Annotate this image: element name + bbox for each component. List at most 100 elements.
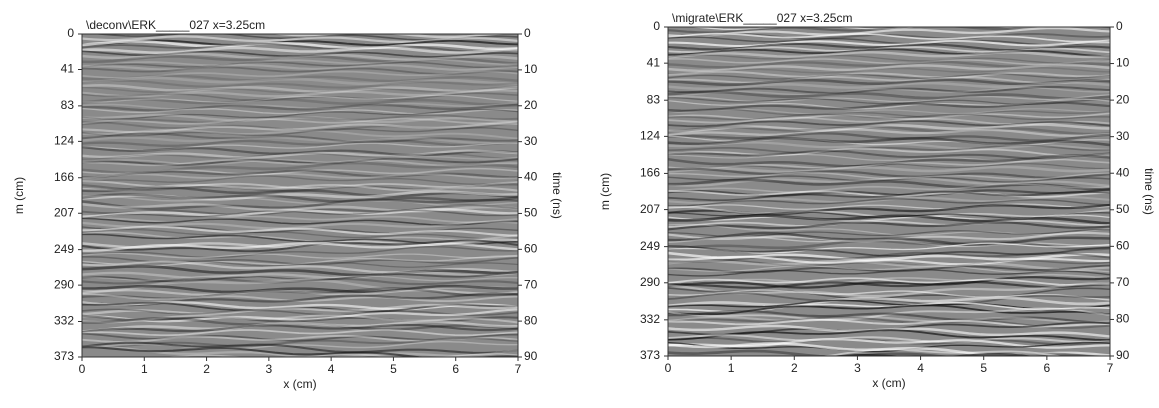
y2-tick-label: 90 <box>524 349 538 363</box>
y-tick-label: 41 <box>61 62 75 76</box>
image-stripe <box>668 255 1110 266</box>
y-tick-label: 124 <box>640 129 660 143</box>
image-stripe <box>82 334 518 343</box>
image-stripe <box>82 308 518 316</box>
image-stripe <box>82 114 518 126</box>
radargram-image <box>82 34 518 357</box>
image-stripe <box>151 34 511 39</box>
x-tick-label: 5 <box>390 362 397 376</box>
plot-frame <box>667 26 1111 357</box>
image-stripe <box>82 108 518 120</box>
image-stripe <box>668 108 1110 115</box>
y-tick-label: 41 <box>647 55 661 69</box>
image-stripe <box>82 157 518 166</box>
image-stripe <box>82 155 518 166</box>
y2-tick-label: 80 <box>524 313 538 327</box>
image-stripe <box>82 332 518 342</box>
image-stripe <box>668 125 1110 136</box>
y2-tick-label: 10 <box>1116 56 1130 70</box>
y2-tick-label: 40 <box>1116 165 1130 179</box>
y2-tick-label: 80 <box>1116 312 1130 326</box>
image-stripe <box>668 259 1110 267</box>
y-tick-label: 249 <box>640 239 660 253</box>
image-stripe <box>82 271 518 283</box>
image-stripe <box>668 154 1110 168</box>
image-stripe <box>668 231 1110 247</box>
image-stripe <box>668 251 1110 263</box>
y-axis-label: m (cm) <box>12 177 26 214</box>
image-stripe <box>82 103 518 112</box>
image-stripe <box>668 349 1110 356</box>
image-stripe <box>668 128 1110 137</box>
y-tick-label: 373 <box>54 349 74 363</box>
image-stripe <box>82 190 518 201</box>
image-stripe <box>668 282 1110 298</box>
image-stripe <box>82 79 518 89</box>
y2-tick-label: 20 <box>1116 92 1130 106</box>
image-stripe <box>82 208 518 218</box>
x-tick-label: 3 <box>266 362 273 376</box>
image-stripe <box>668 175 1110 183</box>
image-stripe <box>668 136 1110 147</box>
image-stripe <box>82 46 518 55</box>
image-stripe <box>82 195 518 207</box>
image-stripe <box>668 39 1110 48</box>
image-stripe <box>668 167 1110 180</box>
y-tick-label: 332 <box>640 312 660 326</box>
image-stripe <box>668 147 1110 157</box>
image-stripe <box>82 314 518 323</box>
image-stripe <box>82 139 518 147</box>
y2-tick-label: 30 <box>1116 129 1130 143</box>
image-stripe <box>668 341 1110 353</box>
image-stripe <box>668 214 1110 222</box>
image-stripe <box>82 74 518 83</box>
image-stripe <box>668 228 1110 238</box>
image-stripe <box>668 163 1110 172</box>
image-stripe <box>82 242 518 252</box>
image-stripe <box>82 239 518 253</box>
image-stripe <box>82 293 518 303</box>
image-stripe <box>82 101 518 111</box>
image-stripe <box>668 78 1110 86</box>
y-tick-label: 207 <box>640 202 660 216</box>
y-axis-label: m (cm) <box>598 173 612 210</box>
image-stripe <box>82 84 518 94</box>
image-stripe <box>668 149 1110 160</box>
image-stripe <box>668 67 1110 75</box>
image-stripe <box>82 228 518 240</box>
image-stripe <box>668 276 1110 289</box>
image-stripe <box>668 239 1110 251</box>
image-stripe <box>668 223 1110 236</box>
image-stripe <box>82 284 518 294</box>
image-stripe <box>82 303 518 316</box>
y2-tick-label: 90 <box>1116 348 1130 362</box>
image-stripe <box>82 142 518 151</box>
x-tick-label: 0 <box>665 361 672 375</box>
image-stripe <box>82 209 518 220</box>
image-stripe <box>668 51 1110 59</box>
image-stripe <box>82 127 518 137</box>
image-stripe <box>668 203 1110 216</box>
x-tick-label: 0 <box>79 362 86 376</box>
y2-tick-label: 30 <box>524 134 538 148</box>
y2-tick-label: 50 <box>1116 202 1130 216</box>
image-stripe <box>82 341 518 354</box>
image-stripe <box>82 314 518 324</box>
y2-axis-label: time (ns) <box>550 172 564 219</box>
image-stripe <box>82 289 518 296</box>
chart-title: \migrate\ERK_____027 x=3.25cm <box>672 11 852 25</box>
y-tick-label: 249 <box>54 242 74 256</box>
image-stripe <box>82 50 518 58</box>
image-stripe <box>668 307 1110 321</box>
image-stripe <box>82 183 518 192</box>
image-stripe <box>82 76 518 86</box>
image-stripe <box>668 165 1110 174</box>
image-stripe <box>668 231 1110 243</box>
image-stripe <box>82 42 518 53</box>
image-stripe <box>82 186 518 199</box>
image-stripe <box>82 63 518 71</box>
image-stripe <box>82 172 518 180</box>
image-stripe <box>82 35 518 44</box>
image-stripe <box>668 259 1110 271</box>
image-stripe <box>82 122 518 134</box>
